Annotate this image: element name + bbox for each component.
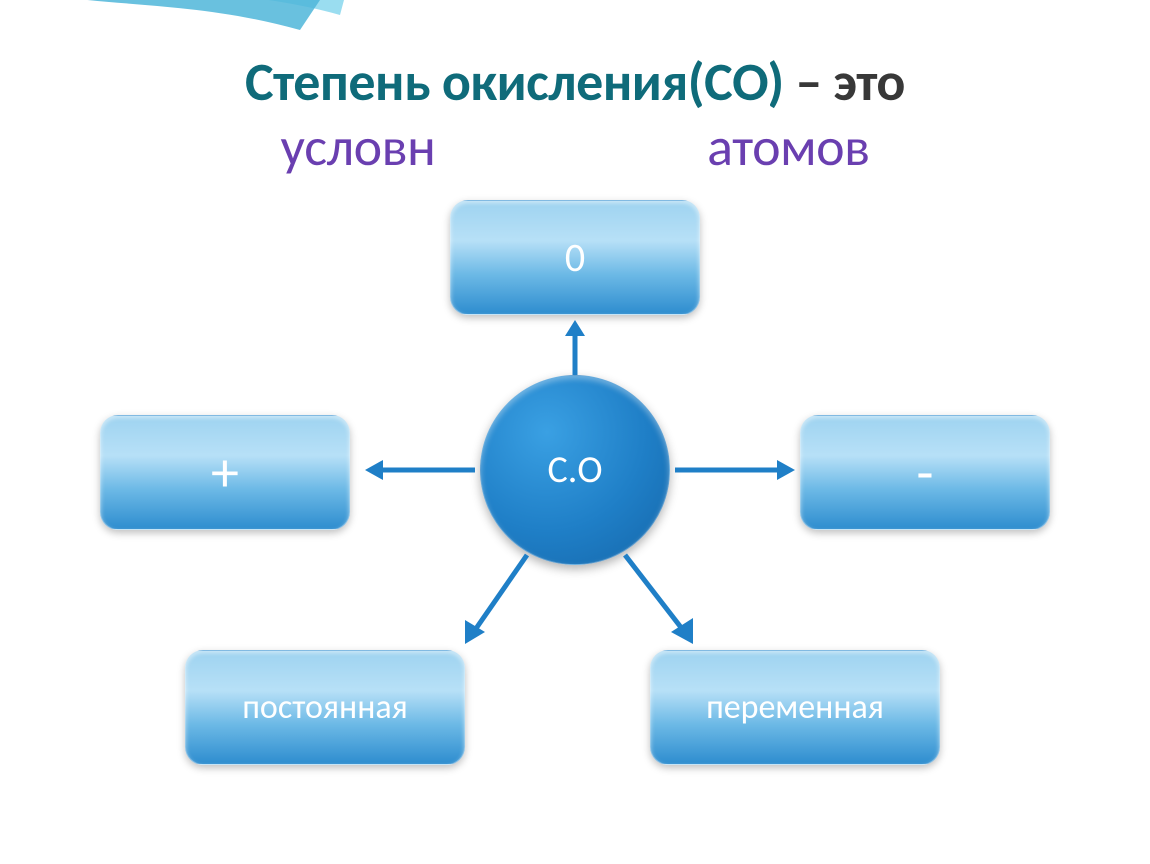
- arrow-down-right: [615, 550, 705, 650]
- subtitle-right: атомов: [695, 114, 869, 180]
- arrow-left: [365, 460, 475, 480]
- node-minus: -: [800, 415, 1050, 530]
- title-tail: – это: [784, 49, 905, 115]
- center-node-label: С.О: [547, 447, 602, 493]
- node-var-label: переменная: [706, 687, 884, 728]
- node-plus: +: [100, 415, 350, 530]
- node-zero-label: 0: [565, 233, 585, 282]
- title-main: Степень окисления(СО): [245, 49, 784, 115]
- node-const: постоянная: [185, 650, 465, 765]
- node-zero: 0: [450, 200, 700, 315]
- node-var: переменная: [650, 650, 940, 765]
- node-const-label: постоянная: [242, 687, 408, 728]
- arrow-right: [675, 460, 795, 480]
- arrow-down-left: [455, 550, 535, 650]
- radial-diagram: 0 + - постоянная переменная С.О: [0, 200, 1150, 840]
- slide-title: Степень окисления(СО) – это условн атомо…: [0, 50, 1150, 180]
- subtitle-left: условн: [281, 114, 436, 180]
- center-node: С.О: [480, 375, 670, 565]
- node-plus-label: +: [211, 439, 239, 507]
- slide-subtitle: условн атомов: [0, 115, 1150, 180]
- arrow-up: [565, 320, 585, 375]
- node-minus-label: -: [916, 439, 933, 507]
